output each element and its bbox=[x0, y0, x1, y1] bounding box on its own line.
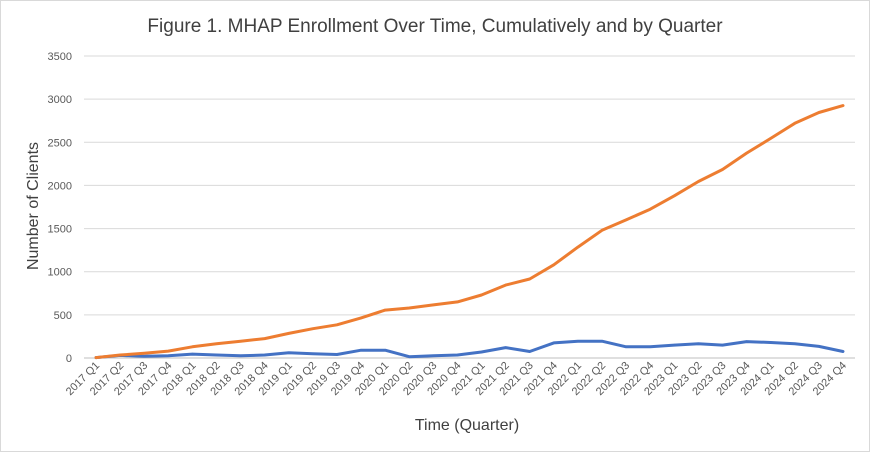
data-point bbox=[721, 168, 724, 171]
data-point bbox=[841, 350, 845, 353]
data-point bbox=[745, 151, 748, 155]
data-point bbox=[408, 306, 411, 310]
y-tick-label: 3000 bbox=[48, 94, 72, 106]
data-point bbox=[408, 355, 411, 358]
y-tick-label: 1000 bbox=[48, 267, 72, 279]
y-tick-labels: 0 500 1000 1500 2000 2500 3000 3500 bbox=[48, 51, 72, 365]
data-point bbox=[817, 345, 821, 348]
data-point bbox=[769, 137, 772, 140]
data-point bbox=[263, 337, 266, 340]
data-point bbox=[552, 263, 556, 267]
data-point bbox=[721, 343, 724, 347]
data-point bbox=[239, 354, 242, 358]
data-point bbox=[504, 346, 507, 349]
data-point bbox=[191, 352, 194, 356]
data-point bbox=[311, 327, 315, 330]
data-point bbox=[167, 354, 170, 358]
data-point bbox=[793, 122, 796, 125]
data-point bbox=[793, 342, 796, 345]
y-tick-label: 0 bbox=[66, 353, 72, 365]
series-layer bbox=[94, 104, 845, 360]
data-point bbox=[552, 341, 556, 345]
chart-title: Figure 1. MHAP Enrollment Over Time, Cum… bbox=[147, 16, 723, 37]
y-tick-label: 1500 bbox=[48, 224, 72, 236]
data-point bbox=[600, 229, 604, 232]
data-point bbox=[528, 277, 531, 281]
data-point bbox=[432, 303, 435, 307]
data-point bbox=[841, 104, 845, 107]
y-axis-title: Number of Clients bbox=[25, 142, 42, 270]
data-point bbox=[263, 353, 266, 357]
data-point bbox=[311, 352, 315, 355]
data-point bbox=[480, 350, 483, 354]
data-point bbox=[769, 341, 772, 344]
data-point bbox=[287, 332, 290, 335]
data-point bbox=[143, 352, 146, 355]
data-point bbox=[94, 356, 98, 359]
data-point bbox=[817, 111, 821, 114]
y-tick-label: 500 bbox=[54, 310, 72, 322]
data-point bbox=[432, 354, 435, 358]
data-point bbox=[624, 345, 628, 348]
y-tick-label: 3500 bbox=[48, 51, 72, 63]
series-line-1 bbox=[94, 339, 845, 360]
data-point bbox=[697, 342, 700, 345]
data-point bbox=[624, 218, 628, 222]
data-point bbox=[215, 342, 218, 345]
data-point bbox=[673, 194, 676, 197]
data-point bbox=[576, 245, 580, 249]
data-point bbox=[649, 345, 652, 348]
data-point bbox=[649, 207, 652, 211]
data-point bbox=[383, 308, 387, 312]
data-point bbox=[456, 300, 459, 304]
series-line-2 bbox=[94, 104, 845, 360]
data-point bbox=[576, 339, 580, 343]
y-tick-label: 2500 bbox=[48, 137, 72, 149]
x-axis-title: Time (Quarter) bbox=[415, 417, 519, 434]
data-point bbox=[335, 353, 339, 356]
data-point bbox=[359, 316, 363, 320]
data-point bbox=[600, 339, 604, 343]
data-point bbox=[215, 353, 218, 357]
data-point bbox=[456, 353, 459, 357]
data-point bbox=[697, 180, 700, 183]
data-point bbox=[287, 351, 290, 355]
data-point bbox=[745, 340, 748, 343]
data-point bbox=[335, 323, 339, 326]
data-point bbox=[167, 349, 170, 353]
data-point bbox=[383, 349, 387, 352]
y-tick-label: 2000 bbox=[48, 180, 72, 192]
data-point bbox=[239, 339, 242, 343]
gridlines bbox=[84, 55, 855, 316]
data-point bbox=[480, 293, 483, 297]
data-point bbox=[191, 345, 194, 348]
data-point bbox=[528, 350, 531, 353]
data-point bbox=[118, 353, 122, 357]
data-point bbox=[359, 349, 363, 352]
data-point bbox=[143, 355, 146, 358]
data-point bbox=[673, 343, 676, 347]
data-point bbox=[504, 283, 507, 287]
